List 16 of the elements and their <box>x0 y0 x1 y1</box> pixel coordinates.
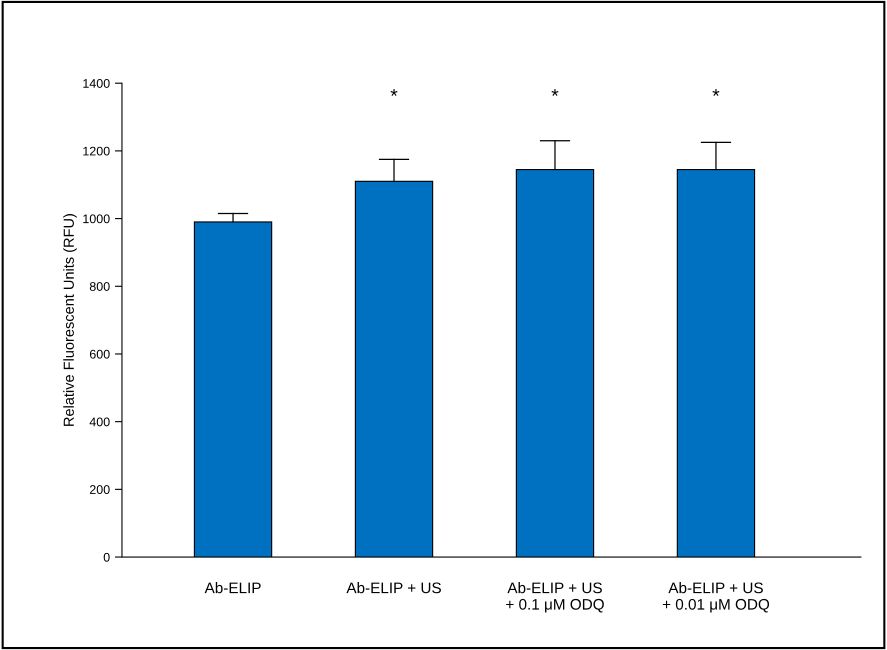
y-tick-label: 800 <box>90 282 110 291</box>
y-axis-title: Relative Fluorescent Units (RFU) <box>63 214 77 426</box>
y-tick-label: 1000 <box>83 214 110 224</box>
y-tick-label: 200 <box>90 485 110 494</box>
y-tick-label: 0 <box>104 552 110 562</box>
y-tick-label: 600 <box>90 350 110 359</box>
annotation: * <box>390 89 398 96</box>
x-tick-label: Ab-ELIP <box>204 582 261 594</box>
x-tick-label: Ab-ELIP + US + 0.01 μM ODQ <box>662 582 770 613</box>
y-tick-label: 1400 <box>83 79 110 88</box>
x-tick-label: Ab-ELIP + US + 0.1 μM ODQ <box>506 582 604 613</box>
annotation: * <box>712 89 720 96</box>
annotation: * <box>552 89 558 96</box>
y-tick-label: 1200 <box>83 146 110 156</box>
y-tick-label: 400 <box>90 417 110 426</box>
x-tick-label: Ab-ELIP + US <box>346 582 441 594</box>
